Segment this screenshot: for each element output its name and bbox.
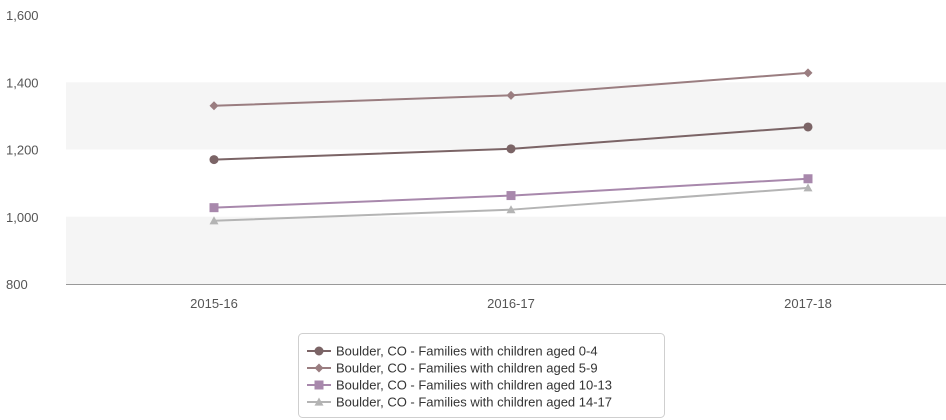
legend-label: Boulder, CO - Families with children age… xyxy=(336,378,612,393)
grid-bands xyxy=(66,82,946,284)
data-point[interactable] xyxy=(803,174,813,184)
data-point[interactable] xyxy=(803,68,813,78)
legend-label: Boulder, CO - Families with children age… xyxy=(336,395,612,410)
legend-item[interactable]: Boulder, CO - Families with children age… xyxy=(307,361,598,376)
y-tick-label: 1,400 xyxy=(6,75,39,90)
x-tick-label: 2015-16 xyxy=(190,296,238,311)
legend-marker[interactable] xyxy=(314,346,324,356)
data-point[interactable] xyxy=(506,191,516,201)
series-group xyxy=(209,68,813,225)
legend-marker[interactable] xyxy=(314,363,324,373)
data-point[interactable] xyxy=(506,90,516,100)
legend-marker[interactable] xyxy=(314,397,324,406)
series xyxy=(209,68,813,111)
x-tick-label: 2016-17 xyxy=(487,296,535,311)
data-point[interactable] xyxy=(506,205,516,214)
x-tick-label: 2017-18 xyxy=(784,296,832,311)
data-point[interactable] xyxy=(506,144,516,154)
series xyxy=(209,122,813,165)
legend-label: Boulder, CO - Families with children age… xyxy=(336,344,598,359)
y-tick-label: 1,200 xyxy=(6,143,39,158)
legend-item[interactable]: Boulder, CO - Families with children age… xyxy=(307,378,612,393)
data-point[interactable] xyxy=(803,183,813,192)
series xyxy=(209,174,813,213)
legend[interactable]: Boulder, CO - Families with children age… xyxy=(298,333,665,418)
data-point[interactable] xyxy=(209,203,219,213)
legend-item[interactable]: Boulder, CO - Families with children age… xyxy=(307,395,612,410)
y-tick-label: 1,600 xyxy=(6,8,39,23)
legend-item[interactable]: Boulder, CO - Families with children age… xyxy=(307,344,598,359)
x-axis: 2015-16 2016-17 2017-18 xyxy=(190,296,832,311)
series xyxy=(209,183,813,225)
y-axis: 800 1,000 1,200 1,400 1,600 xyxy=(6,8,39,292)
y-tick-label: 800 xyxy=(6,277,28,292)
data-point[interactable] xyxy=(209,155,219,165)
y-tick-label: 1,000 xyxy=(6,210,39,225)
data-point[interactable] xyxy=(209,216,219,225)
data-point[interactable] xyxy=(803,122,813,132)
grid-band xyxy=(66,216,946,284)
legend-label: Boulder, CO - Families with children age… xyxy=(336,361,598,376)
data-point[interactable] xyxy=(209,101,219,111)
legend-box xyxy=(298,333,665,418)
legend-marker[interactable] xyxy=(314,380,324,390)
grid-band xyxy=(66,82,946,150)
